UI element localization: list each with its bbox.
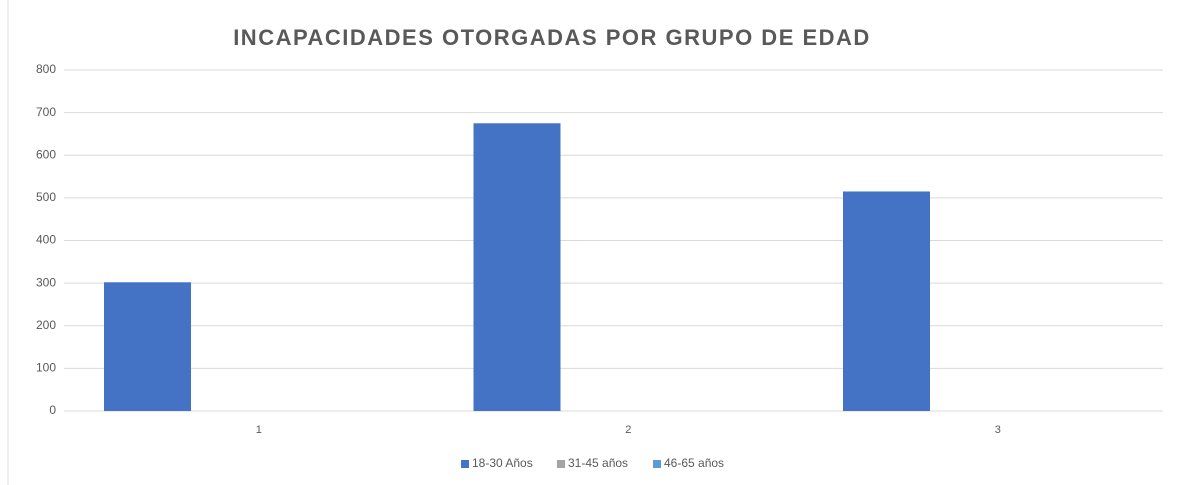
y-tick-label: 0 — [49, 403, 56, 417]
legend-swatch — [461, 460, 469, 468]
bar — [473, 123, 561, 411]
y-tick-label: 400 — [36, 233, 56, 247]
x-tick-label: 1 — [256, 424, 262, 436]
y-tick-label: 600 — [36, 147, 56, 161]
y-tick-label: 700 — [36, 105, 56, 119]
chart-title: INCAPACIDADES OTORGADAS POR GRUPO DE EDA… — [233, 25, 871, 50]
legend-label: 31-45 años — [568, 456, 628, 470]
y-tick-label: 800 — [36, 62, 56, 76]
legend-label: 18-30 Años — [472, 456, 533, 470]
y-tick-label: 300 — [36, 275, 56, 289]
x-tick-label: 2 — [625, 424, 631, 436]
y-tick-label: 500 — [36, 190, 56, 204]
y-tick-label: 200 — [36, 318, 56, 332]
legend-label: 46-65 años — [664, 456, 724, 470]
legend-swatch — [557, 460, 565, 468]
bar — [843, 191, 930, 411]
y-tick-label: 100 — [36, 361, 56, 375]
bar — [104, 282, 191, 411]
x-tick-label: 3 — [995, 424, 1001, 436]
legend-swatch — [653, 460, 661, 468]
